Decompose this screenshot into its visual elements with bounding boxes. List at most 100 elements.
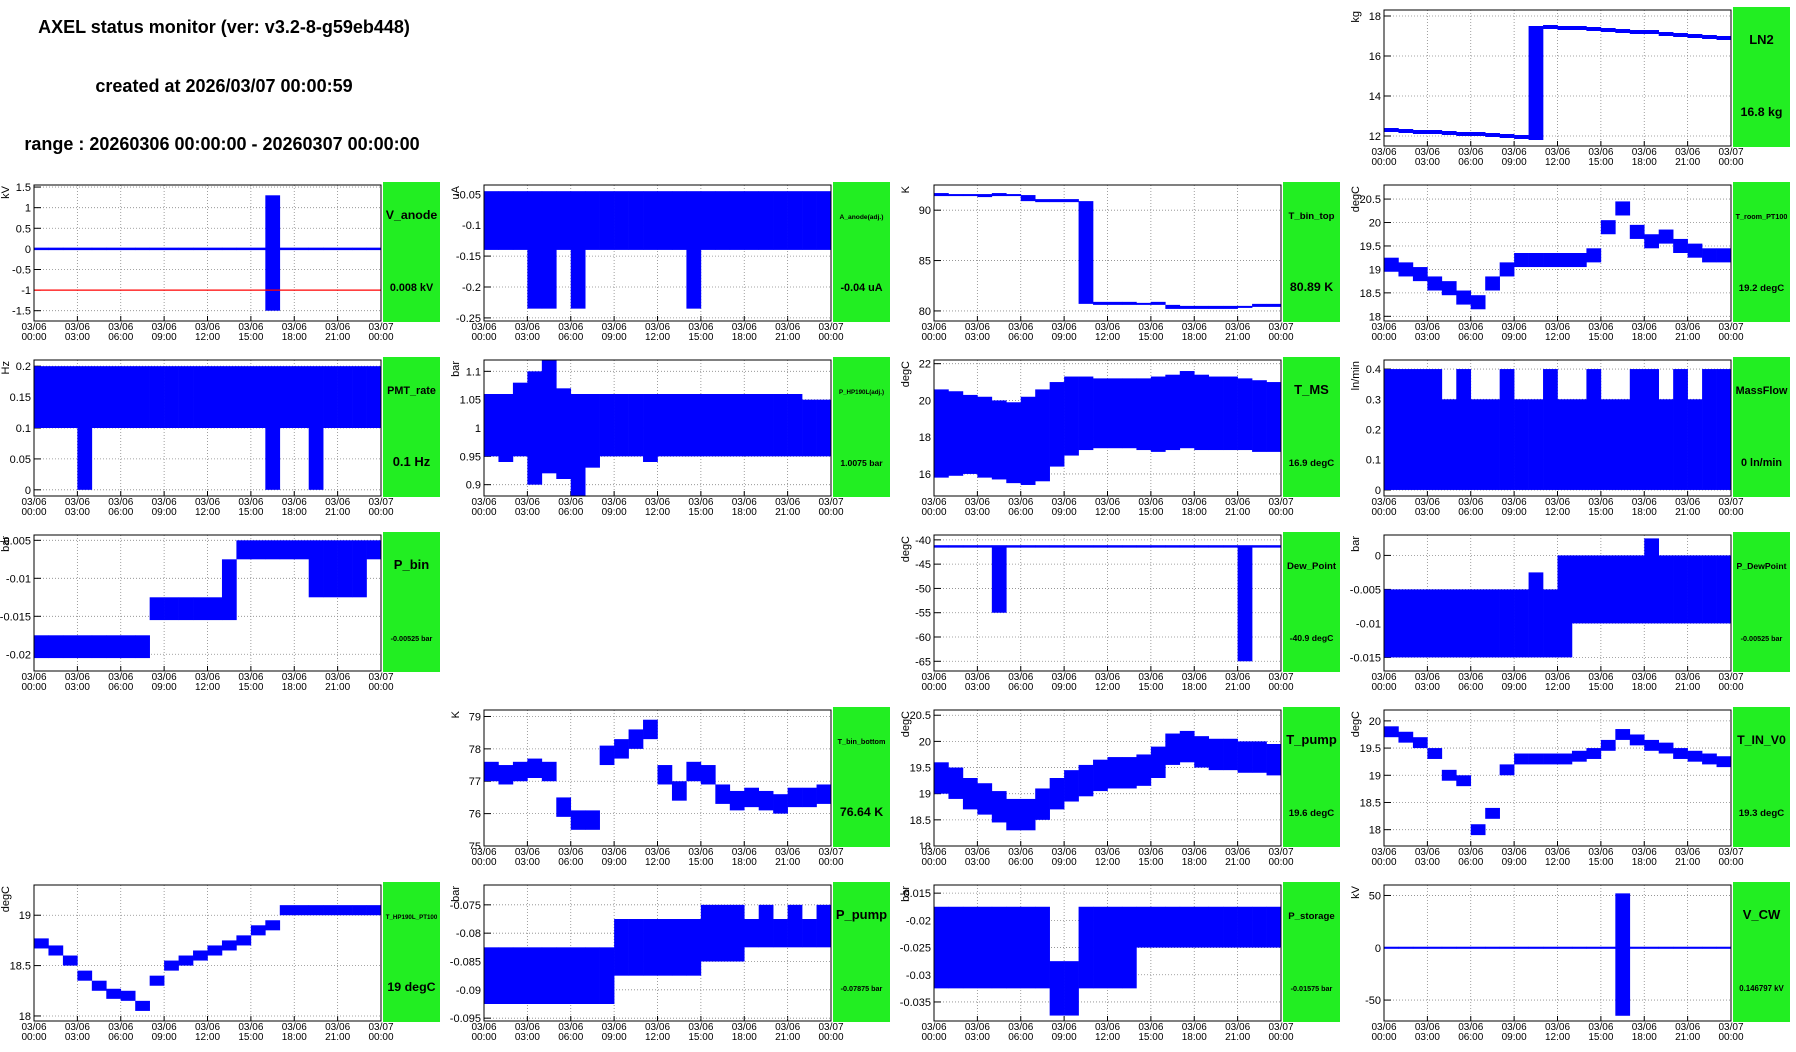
y-tick-label: -45 (915, 559, 931, 571)
x-tick-label: 03/06 15:00 (238, 497, 264, 518)
data-band (1412, 589, 1428, 658)
data-band (1136, 378, 1152, 451)
data-band (599, 394, 615, 457)
data-band (279, 905, 295, 916)
data-band (991, 906, 1007, 989)
y-tick-label: 18 (919, 841, 931, 853)
data-band (700, 904, 716, 962)
y-tick-label: -0.035 (900, 997, 931, 1009)
data-band (1049, 545, 1065, 548)
x-tick-label: 03/06 15:00 (1138, 497, 1164, 518)
data-band (657, 394, 673, 457)
channel-name: P_bin (394, 557, 429, 572)
x-tick-label: 03/06 06:00 (1008, 672, 1034, 693)
y-tick-label: 0 (1375, 485, 1381, 497)
x-tick-label: 03/06 21:00 (1675, 847, 1701, 868)
data-band (77, 635, 93, 659)
x-tick-label: 03/06 15:00 (238, 1022, 264, 1043)
data-band (164, 597, 179, 621)
plot-frame (933, 709, 1282, 847)
data-band (1136, 906, 1152, 948)
data-band (221, 366, 237, 428)
data-band (1600, 28, 1616, 32)
data-band (628, 919, 644, 976)
data-band (729, 394, 745, 457)
x-tick-label: 03/06 03:00 (514, 847, 540, 868)
current-value: 76.64 K (840, 805, 883, 819)
plot-frame (1383, 709, 1732, 847)
x-tick-label: 03/07 00:00 (1718, 147, 1744, 168)
data-band (1629, 30, 1645, 34)
data-band (1702, 753, 1717, 765)
x-tick-label: 03/06 12:00 (1094, 1022, 1121, 1043)
data-band (236, 366, 252, 428)
x-tick-label: 03/06 03:00 (1414, 1022, 1440, 1043)
x-tick-label: 03/07 00:00 (368, 672, 394, 693)
data-band (1716, 248, 1732, 263)
data-band (62, 366, 78, 428)
data-band (802, 399, 817, 457)
data-band (1499, 764, 1515, 776)
data-band (1150, 906, 1166, 948)
y-tick-label: 19 (919, 789, 931, 801)
status-box (833, 182, 890, 322)
y-tick-label: 0.95 (460, 451, 481, 463)
y-axis-label: kV (0, 185, 12, 199)
x-tick-label: 03/06 06:00 (1008, 497, 1034, 518)
data-band (1673, 555, 1688, 624)
data-band (1121, 378, 1137, 449)
x-tick-label: 03/06 06:00 (1008, 322, 1034, 343)
data-band (1194, 736, 1210, 768)
data-band (1600, 220, 1616, 235)
x-tick-label: 03/06 18:00 (281, 672, 307, 693)
data-band (512, 191, 528, 250)
x-tick-label: 03/06 12:00 (1544, 322, 1571, 343)
data-band (599, 191, 615, 250)
data-band (294, 366, 310, 428)
data-band (1078, 545, 1094, 548)
y-tick-label: 1 (25, 203, 31, 215)
data-band (1586, 946, 1602, 949)
data-band (700, 394, 716, 457)
x-tick-label: 03/06 18:00 (281, 322, 307, 343)
x-tick-label: 03/06 00:00 (1371, 1022, 1397, 1043)
data-band (700, 765, 716, 785)
data-band (1237, 906, 1253, 948)
y-tick-label: 0.2 (16, 361, 31, 373)
data-band (1456, 132, 1472, 136)
channel-name: P_DewPoint (1736, 561, 1786, 571)
x-tick-label: 03/06 03:00 (964, 1022, 990, 1043)
data-band (1179, 906, 1195, 948)
data-band (1150, 376, 1166, 452)
data-band (1223, 906, 1238, 948)
y-tick-label: -50 (1365, 995, 1381, 1007)
data-band (120, 366, 136, 428)
data-band (934, 545, 949, 548)
data-band (1644, 739, 1660, 751)
data-band (1644, 234, 1660, 249)
data-band (1427, 369, 1443, 490)
data-band (193, 950, 208, 961)
data-band (1035, 545, 1050, 548)
x-tick-label: 03/06 15:00 (688, 1022, 714, 1043)
y-tick-label: 0 (1375, 943, 1381, 955)
y-tick-label: -0.25 (456, 313, 481, 325)
data-band (1499, 946, 1515, 949)
data-band (1644, 538, 1660, 624)
data-band (758, 790, 774, 811)
status-box (833, 707, 890, 847)
y-tick-label: -0.015 (900, 888, 931, 900)
x-tick-label: 03/06 18:00 (1181, 497, 1207, 518)
data-band (1194, 545, 1210, 548)
data-band (1252, 906, 1267, 948)
y-tick-label: 75 (469, 841, 481, 853)
x-tick-label: 03/06 12:00 (644, 322, 671, 343)
plot-frame (483, 184, 832, 322)
x-tick-label: 03/07 00:00 (368, 497, 394, 518)
current-value: 0 ln/min (1741, 457, 1782, 469)
data-band (643, 394, 658, 462)
y-tick-label: 85 (919, 256, 931, 268)
x-tick-label: 03/06 03:00 (64, 322, 90, 343)
y-tick-label: -0.095 (450, 1013, 481, 1025)
x-tick-label: 03/06 18:00 (1631, 497, 1657, 518)
